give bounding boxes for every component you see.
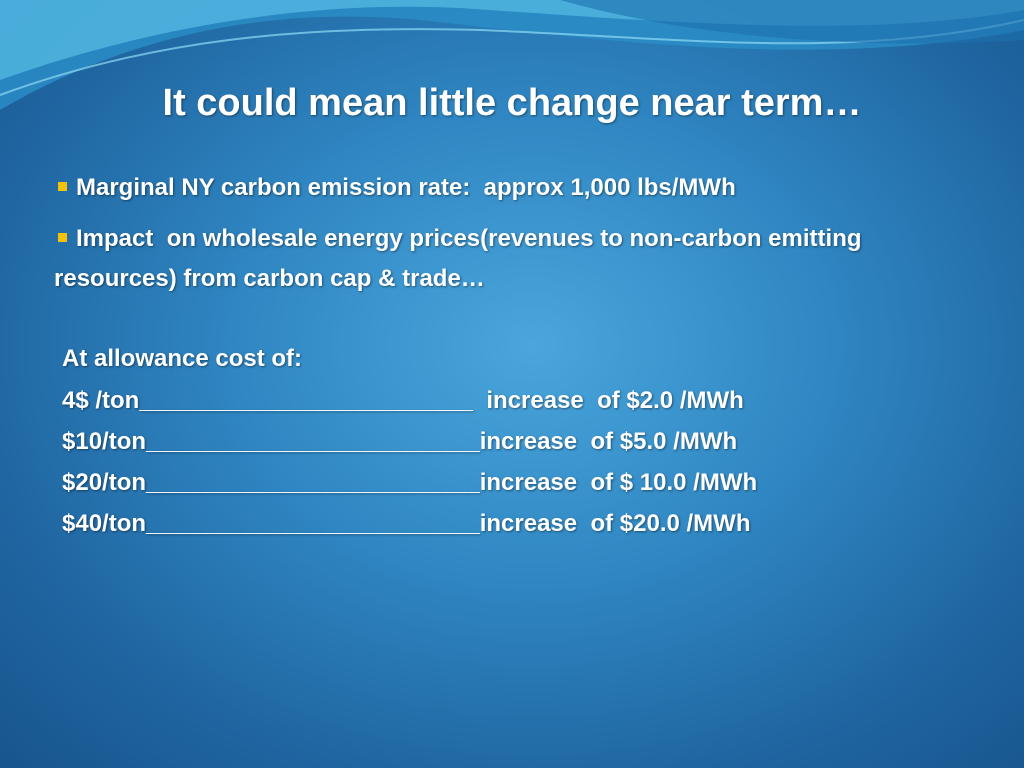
bullet-marker	[58, 233, 67, 242]
table-heading: At allowance cost of:	[62, 345, 303, 372]
bullet-marker	[58, 182, 67, 191]
bullet-text: Marginal NY carbon emission rate: approx…	[76, 174, 736, 201]
slide-title: It could mean little change near term…	[162, 82, 862, 124]
cost-row: 4$ /ton_________________________ increas…	[62, 387, 744, 414]
wave-decoration	[0, 0, 1024, 110]
cost-row: $20/ton_________________________increase…	[62, 469, 758, 496]
cost-row: $10/ton_________________________increase…	[62, 428, 738, 455]
bullet-text: Impact on wholesale energy prices(revenu…	[54, 225, 869, 292]
cost-row: $40/ton_________________________increase…	[62, 510, 751, 537]
